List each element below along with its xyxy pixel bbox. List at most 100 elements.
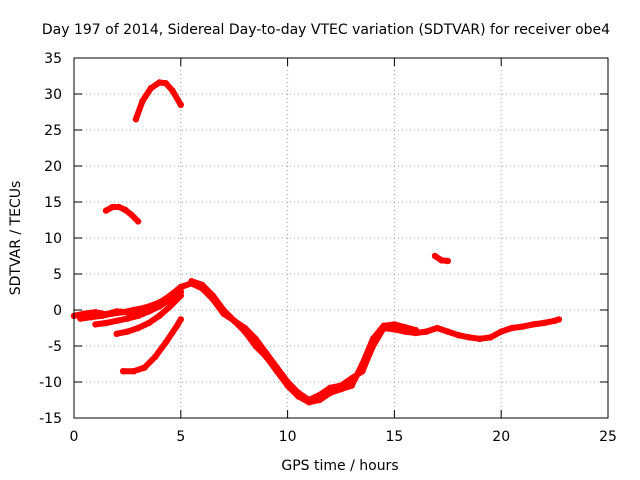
data-point [87, 314, 95, 321]
data-point [166, 303, 174, 310]
x-tick-label: 0 [70, 429, 79, 445]
data-point [130, 306, 137, 314]
series-arc-high-peak [132, 79, 184, 123]
data-point [327, 389, 334, 396]
data-point [141, 364, 148, 371]
data-point [128, 211, 135, 219]
data-point [273, 368, 281, 375]
data-point [134, 218, 142, 225]
y-tick-label: 15 [44, 195, 62, 211]
data-point [444, 328, 451, 335]
chart-title: Day 197 of 2014, Sidereal Day-to-day VTE… [42, 22, 610, 38]
data-point [162, 80, 169, 87]
x-tick-label: 15 [385, 429, 403, 445]
data-point [530, 321, 537, 328]
data-point [444, 257, 451, 265]
data-point [177, 292, 184, 299]
data-point [263, 353, 270, 360]
data-point [102, 319, 110, 327]
grid [74, 58, 608, 418]
data-point [145, 319, 152, 327]
data-point [152, 353, 159, 360]
data-point [438, 257, 445, 264]
data-point [391, 321, 398, 328]
data-point [231, 317, 238, 324]
data-point [156, 312, 163, 319]
data-point [177, 101, 184, 109]
x-tick-label: 25 [599, 429, 617, 445]
data-point [113, 330, 120, 337]
series-band-lower [113, 292, 184, 337]
data-point [145, 308, 152, 315]
data-point [220, 306, 227, 314]
x-tick-label: 10 [279, 429, 297, 445]
y-tick-labels: -15 -10 -5 0 5 10 15 20 25 30 35 [39, 51, 62, 427]
data-point [540, 319, 548, 327]
data-point [188, 278, 195, 285]
data-point [555, 316, 563, 323]
y-tick-label: 5 [53, 267, 62, 283]
data-point [369, 335, 377, 342]
data-point [508, 324, 516, 332]
series-secondary-trace [188, 278, 419, 406]
data-point [156, 79, 163, 86]
data-point [433, 324, 441, 332]
data-point [431, 252, 439, 260]
series-arc-14 [102, 203, 142, 225]
data-point [359, 360, 366, 368]
data-point [134, 312, 142, 319]
data-point [401, 324, 409, 331]
data-point [134, 324, 142, 332]
y-tick-label: 20 [44, 159, 62, 175]
y-tick-label: 30 [44, 87, 62, 103]
data-point [162, 339, 169, 346]
y-tick-label: 35 [44, 51, 62, 67]
x-tick-labels: 0 5 10 15 20 25 [70, 429, 617, 445]
data-point [147, 85, 155, 92]
data-point [124, 315, 131, 322]
series-main-trace [70, 280, 563, 404]
data-point [305, 399, 313, 406]
series-arc-7 [431, 252, 451, 265]
data-point [92, 321, 99, 328]
data-point [476, 335, 483, 342]
series-line [71, 280, 562, 403]
data-point [119, 309, 127, 316]
data-point [519, 323, 526, 330]
y-tick-label: -15 [39, 411, 62, 427]
data-point [132, 116, 140, 123]
x-axis-label: GPS time / hours [281, 458, 398, 474]
data-point [412, 327, 419, 334]
data-point [487, 334, 494, 341]
data-point [124, 328, 131, 335]
data-point [156, 303, 163, 310]
axis-ticks [73, 57, 609, 419]
data-point [348, 382, 355, 389]
y-tick-label: 0 [53, 303, 62, 319]
data-point [252, 342, 259, 350]
y-tick-label: 10 [44, 231, 62, 247]
data-point [169, 87, 176, 94]
data-point [77, 315, 84, 322]
data-point [466, 334, 473, 341]
data-point [173, 323, 180, 330]
series-layer [70, 79, 563, 406]
x-tick-label: 20 [492, 429, 510, 445]
data-point [337, 386, 345, 393]
data-point [109, 203, 116, 211]
data-point [130, 368, 137, 375]
data-point [113, 317, 120, 324]
y-axis-label: SDTVAR / TECUs [8, 181, 24, 296]
data-point [316, 396, 323, 404]
data-point [241, 328, 249, 335]
data-point [122, 206, 129, 214]
y-tick-label: 25 [44, 123, 62, 139]
data-point [498, 328, 505, 335]
data-point [380, 322, 387, 329]
series-lower-diagonal [119, 316, 184, 375]
data-point [423, 328, 430, 335]
data-point [177, 316, 184, 323]
data-point [295, 393, 302, 400]
data-point [284, 382, 291, 389]
